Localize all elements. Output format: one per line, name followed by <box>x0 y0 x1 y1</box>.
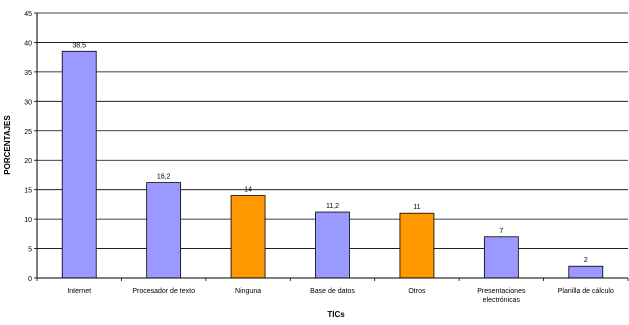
bar <box>230 195 266 279</box>
y-tick-label: 15 <box>24 188 32 195</box>
bar <box>315 211 350 279</box>
y-axis-title: PORCENTAJES <box>3 115 12 175</box>
x-tick-label: Internet <box>67 288 91 295</box>
x-tick-label: Base de datos <box>310 288 355 295</box>
y-tick-label: 5 <box>28 247 32 254</box>
y-tick-label: 20 <box>24 158 32 165</box>
labels-layer: 0 5 10 15 20 25 30 35 40 45 38,5 Internet 16,2 Proces… <box>24 11 614 304</box>
data-label: 7 <box>499 228 503 235</box>
y-tick-label: 30 <box>24 99 32 106</box>
bar <box>399 212 435 279</box>
data-label: 16,2 <box>157 174 171 181</box>
x-tick-label: Ninguna <box>235 288 261 295</box>
x-tick-label: Presentaciones electrónicas <box>477 288 526 304</box>
y-tick-label: 10 <box>24 217 32 224</box>
data-label: 14 <box>244 187 252 194</box>
x-tick-label: Planilla de cálculo <box>558 288 614 295</box>
bars-layer <box>61 50 604 279</box>
data-label: 2 <box>584 257 588 264</box>
grid-layer <box>37 12 628 249</box>
y-tick-label: 40 <box>24 40 32 47</box>
data-label: 38,5 <box>72 42 86 49</box>
data-label: 11,2 <box>326 203 339 210</box>
y-tick-label: 35 <box>24 70 32 77</box>
bar <box>568 265 604 279</box>
bar <box>61 50 97 279</box>
y-tick-label: 25 <box>24 129 32 136</box>
y-tick-label: 0 <box>28 276 32 283</box>
y-tick-label: 45 <box>24 11 32 18</box>
bar <box>146 182 182 279</box>
x-tick-label: Otros <box>408 288 426 295</box>
axes-layer <box>34 12 629 281</box>
data-label: 11 <box>413 204 420 211</box>
x-axis-title: TICs <box>327 310 345 319</box>
bar <box>483 236 519 279</box>
x-tick-label: Procesador de texto <box>132 288 195 295</box>
